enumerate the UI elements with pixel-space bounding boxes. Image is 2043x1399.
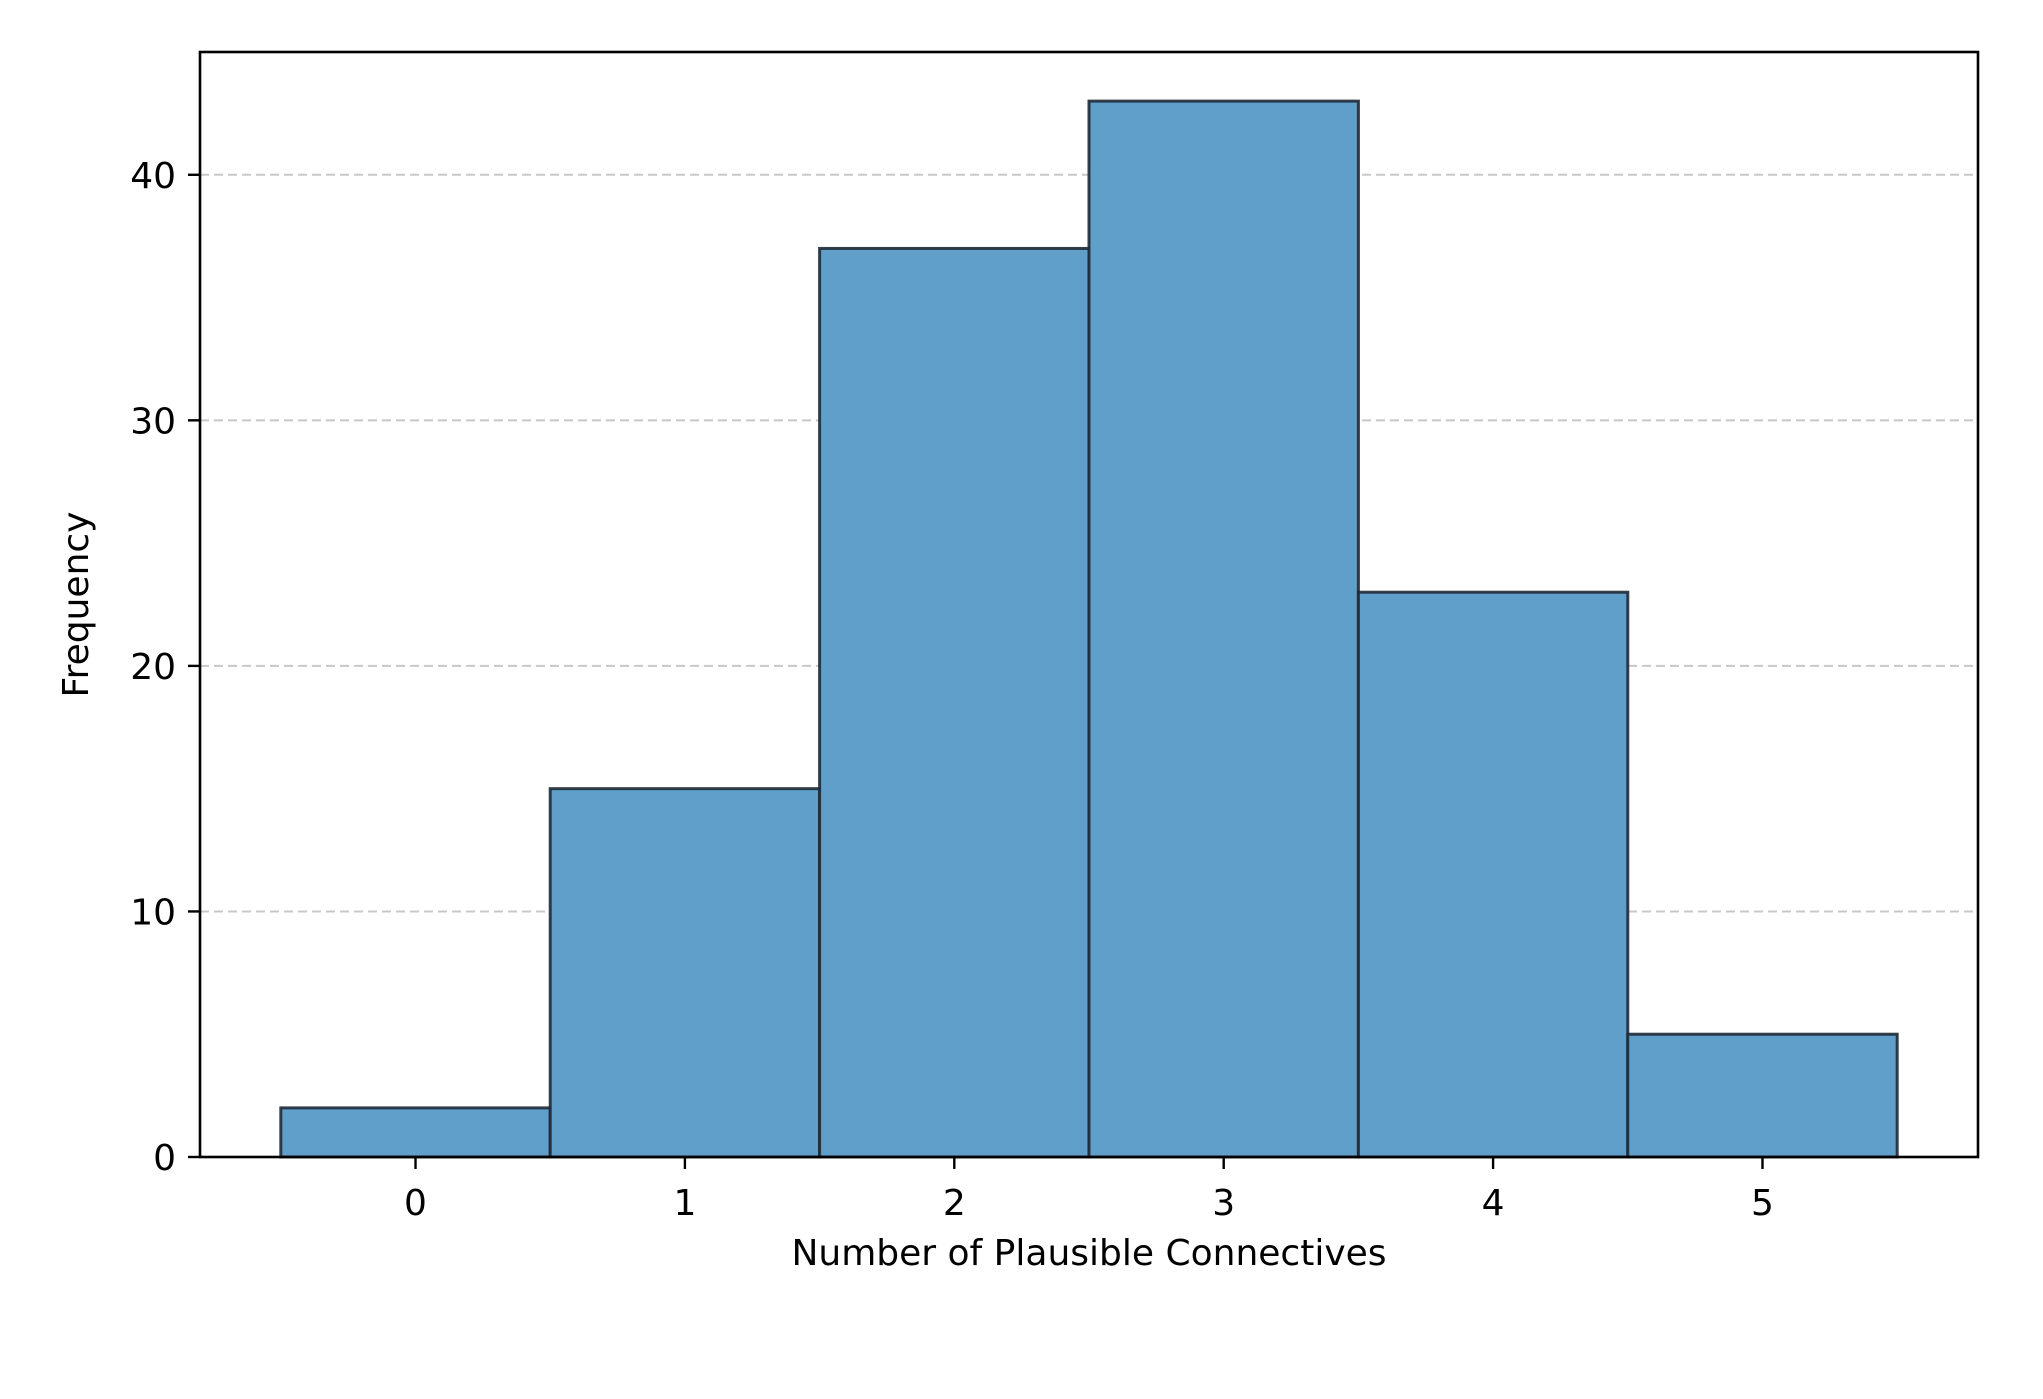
y-axis-ticks: 0 10 20 30 40	[130, 156, 200, 1179]
y-tick-label: 20	[130, 647, 176, 688]
histogram-bar	[818, 246, 1091, 1159]
x-tick-label: 2	[943, 1183, 966, 1224]
y-tick-label: 40	[130, 156, 176, 197]
histogram-bar	[548, 787, 822, 1159]
axes-frame	[198, 50, 1980, 1159]
x-tick-label: 0	[404, 1183, 427, 1224]
x-tick-label: 4	[1482, 1183, 1505, 1224]
histogram-bar	[279, 1106, 552, 1159]
y-tick-label: 30	[130, 401, 176, 442]
histogram-bar	[1087, 99, 1360, 1159]
x-tick-label: 5	[1751, 1183, 1774, 1224]
y-tick-label: 10	[130, 892, 176, 933]
x-tick-label: 1	[673, 1183, 696, 1224]
x-axis-ticks: 0 1 2 3 4 5	[404, 1157, 1774, 1224]
y-axis-label: Frequency	[56, 512, 97, 698]
histogram-bar	[1356, 590, 1630, 1159]
y-tick-label: 0	[153, 1138, 176, 1179]
x-tick-label: 3	[1212, 1183, 1235, 1224]
x-axis-label: Number of Plausible Connectives	[791, 1233, 1386, 1274]
histogram-bar	[1626, 1032, 1899, 1159]
